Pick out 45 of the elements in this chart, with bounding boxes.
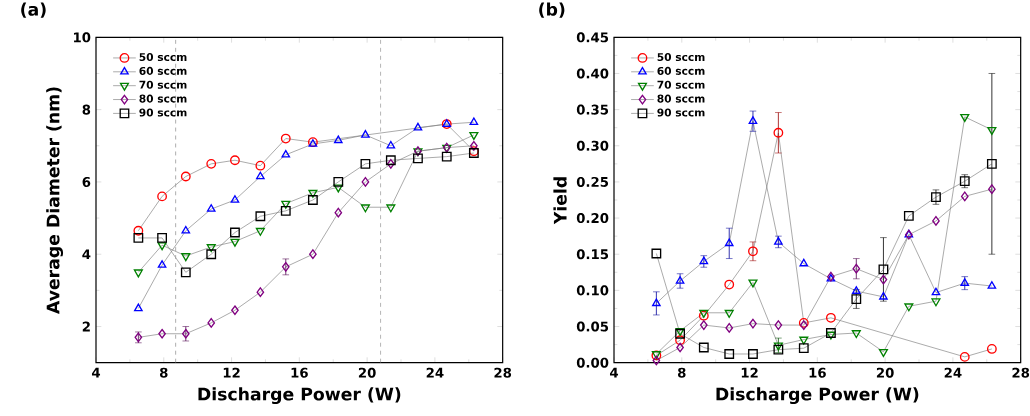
y-tick-label: 0.05 [576,321,609,332]
y-tick-label: 0.10 [576,285,609,296]
x-tick-label: 4 [609,367,619,378]
y-tick-label: 4 [82,249,91,260]
y-tick-label: 2 [82,321,90,332]
x-tick-label: 16 [291,367,308,378]
x-tick-label: 28 [1012,367,1030,378]
x-tick-label: 12 [741,367,758,378]
y-axis-title: Average Diameter (nm) [46,87,64,314]
y-axis-title: Yield [553,177,567,225]
y-tick-label: 0.35 [576,104,609,115]
chart-title: (a) [21,2,46,18]
chart-title: (b) [539,2,565,18]
legend-label: 90 sccm [657,108,705,117]
x-tick-label: 8 [159,367,168,378]
y-tick-label: 0.00 [576,357,609,368]
y-tick-label: 0.20 [576,213,609,224]
x-tick-label: 16 [809,367,826,378]
y-tick-label: 0.15 [576,249,609,260]
legend-label: 60 sccm [657,66,705,75]
legend-label: 70 sccm [139,80,187,89]
x-axis-title: Discharge Power (W) [716,387,919,405]
x-tick-label: 28 [494,367,512,378]
x-tick-label: 20 [876,367,894,378]
y-tick-label: 0.30 [576,140,609,151]
x-tick-label: 20 [358,367,376,378]
y-tick-label: 0.25 [576,176,609,187]
y-tick-label: 8 [82,104,91,115]
y-tick-label: 6 [82,176,91,187]
legend-label: 50 sccm [139,52,187,62]
y-tick-label: 0.40 [576,68,609,79]
x-tick-label: 12 [223,367,240,378]
x-tick-label: 8 [677,367,686,378]
legend-label: 50 sccm [657,52,705,62]
x-tick-label: 24 [426,367,444,378]
legend-label: 70 sccm [657,80,705,89]
x-tick-label: 4 [91,367,101,378]
legend-label: 90 sccm [139,108,187,117]
x-tick-label: 24 [944,367,962,378]
x-axis-title: Discharge Power (W) [198,387,401,405]
legend-label: 80 sccm [657,94,705,103]
legend-label: 80 sccm [139,94,187,103]
y-tick-label: 10 [73,32,91,43]
y-tick-label: 0.45 [576,32,609,43]
legend-label: 60 sccm [139,66,187,75]
